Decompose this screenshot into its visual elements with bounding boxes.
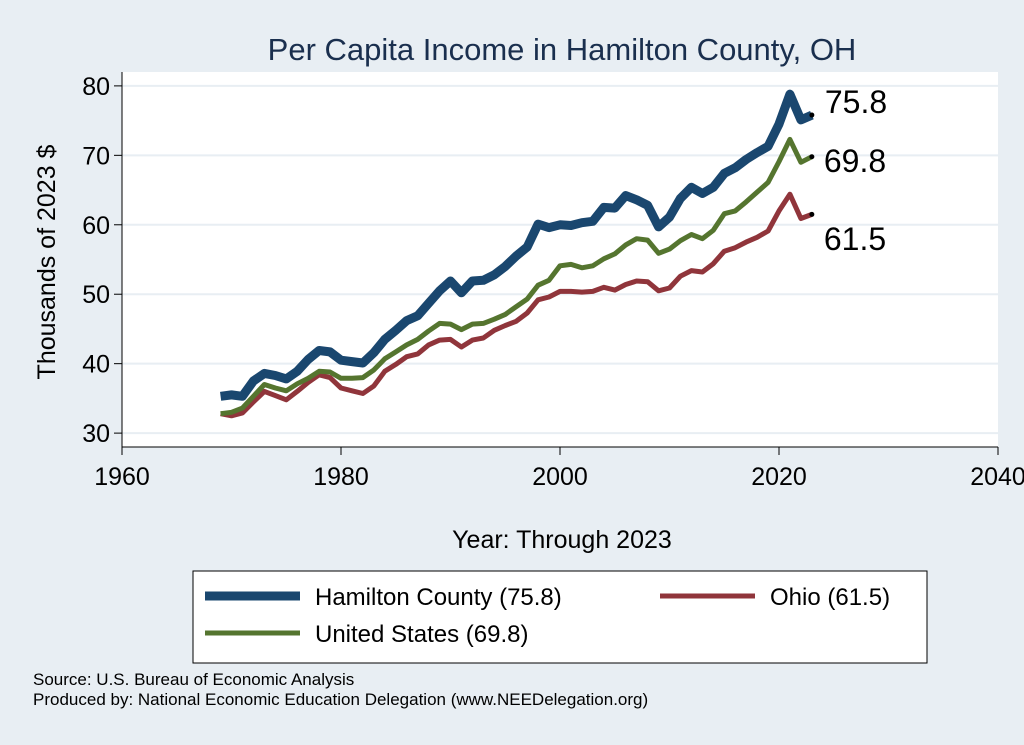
- y-tick-label: 60: [82, 212, 110, 240]
- x-tick-label: 2020: [751, 463, 807, 491]
- series-line-hamilton-county: [220, 89, 814, 401]
- end-marker: [809, 211, 815, 217]
- axes: 30 40 50 60 70 80 1960 1980 2000 2020 2040: [82, 72, 1024, 491]
- end-labels: 75.8 69.8 61.5: [809, 84, 887, 257]
- series-lines: [220, 89, 814, 419]
- plot-area: [122, 72, 998, 447]
- legend-box: [192, 570, 928, 664]
- end-label-united-states: 69.8: [824, 143, 886, 179]
- legend-label: Hamilton County (75.8): [315, 584, 562, 611]
- x-tick-label: 1960: [94, 463, 150, 491]
- legend: Hamilton County (75.8) Ohio (61.5) United …: [192, 570, 928, 664]
- end-label-hamilton-county: 75.8: [825, 84, 887, 120]
- end-marker: [809, 112, 815, 118]
- legend-label: United States (69.8): [315, 621, 528, 648]
- y-tick-label: 30: [82, 420, 110, 448]
- gridlines: [122, 84, 998, 435]
- end-marker: [809, 154, 815, 160]
- y-tick-label: 40: [82, 351, 110, 379]
- y-tick-label: 80: [82, 73, 110, 101]
- x-axis-title: Year: Through 2023: [452, 526, 672, 554]
- end-label-ohio: 61.5: [824, 221, 886, 257]
- y-tick-label: 50: [82, 281, 110, 309]
- y-tick-label: 70: [82, 142, 110, 170]
- chart-title: Per Capita Income in Hamilton County, OH: [268, 32, 857, 67]
- x-tick-label: 1980: [313, 463, 369, 491]
- y-axis-title: Thousands of 2023 $: [33, 144, 61, 379]
- series-line-ohio: [220, 191, 813, 419]
- source-note: Source: U.S. Bureau of Economic Analysis: [33, 670, 355, 689]
- series-line-united-states: [220, 136, 814, 417]
- x-tick-label: 2040: [970, 463, 1024, 491]
- producer-note: Produced by: National Economic Education…: [33, 690, 649, 709]
- legend-label: Ohio (61.5): [770, 584, 890, 611]
- x-tick-label: 2000: [532, 463, 588, 491]
